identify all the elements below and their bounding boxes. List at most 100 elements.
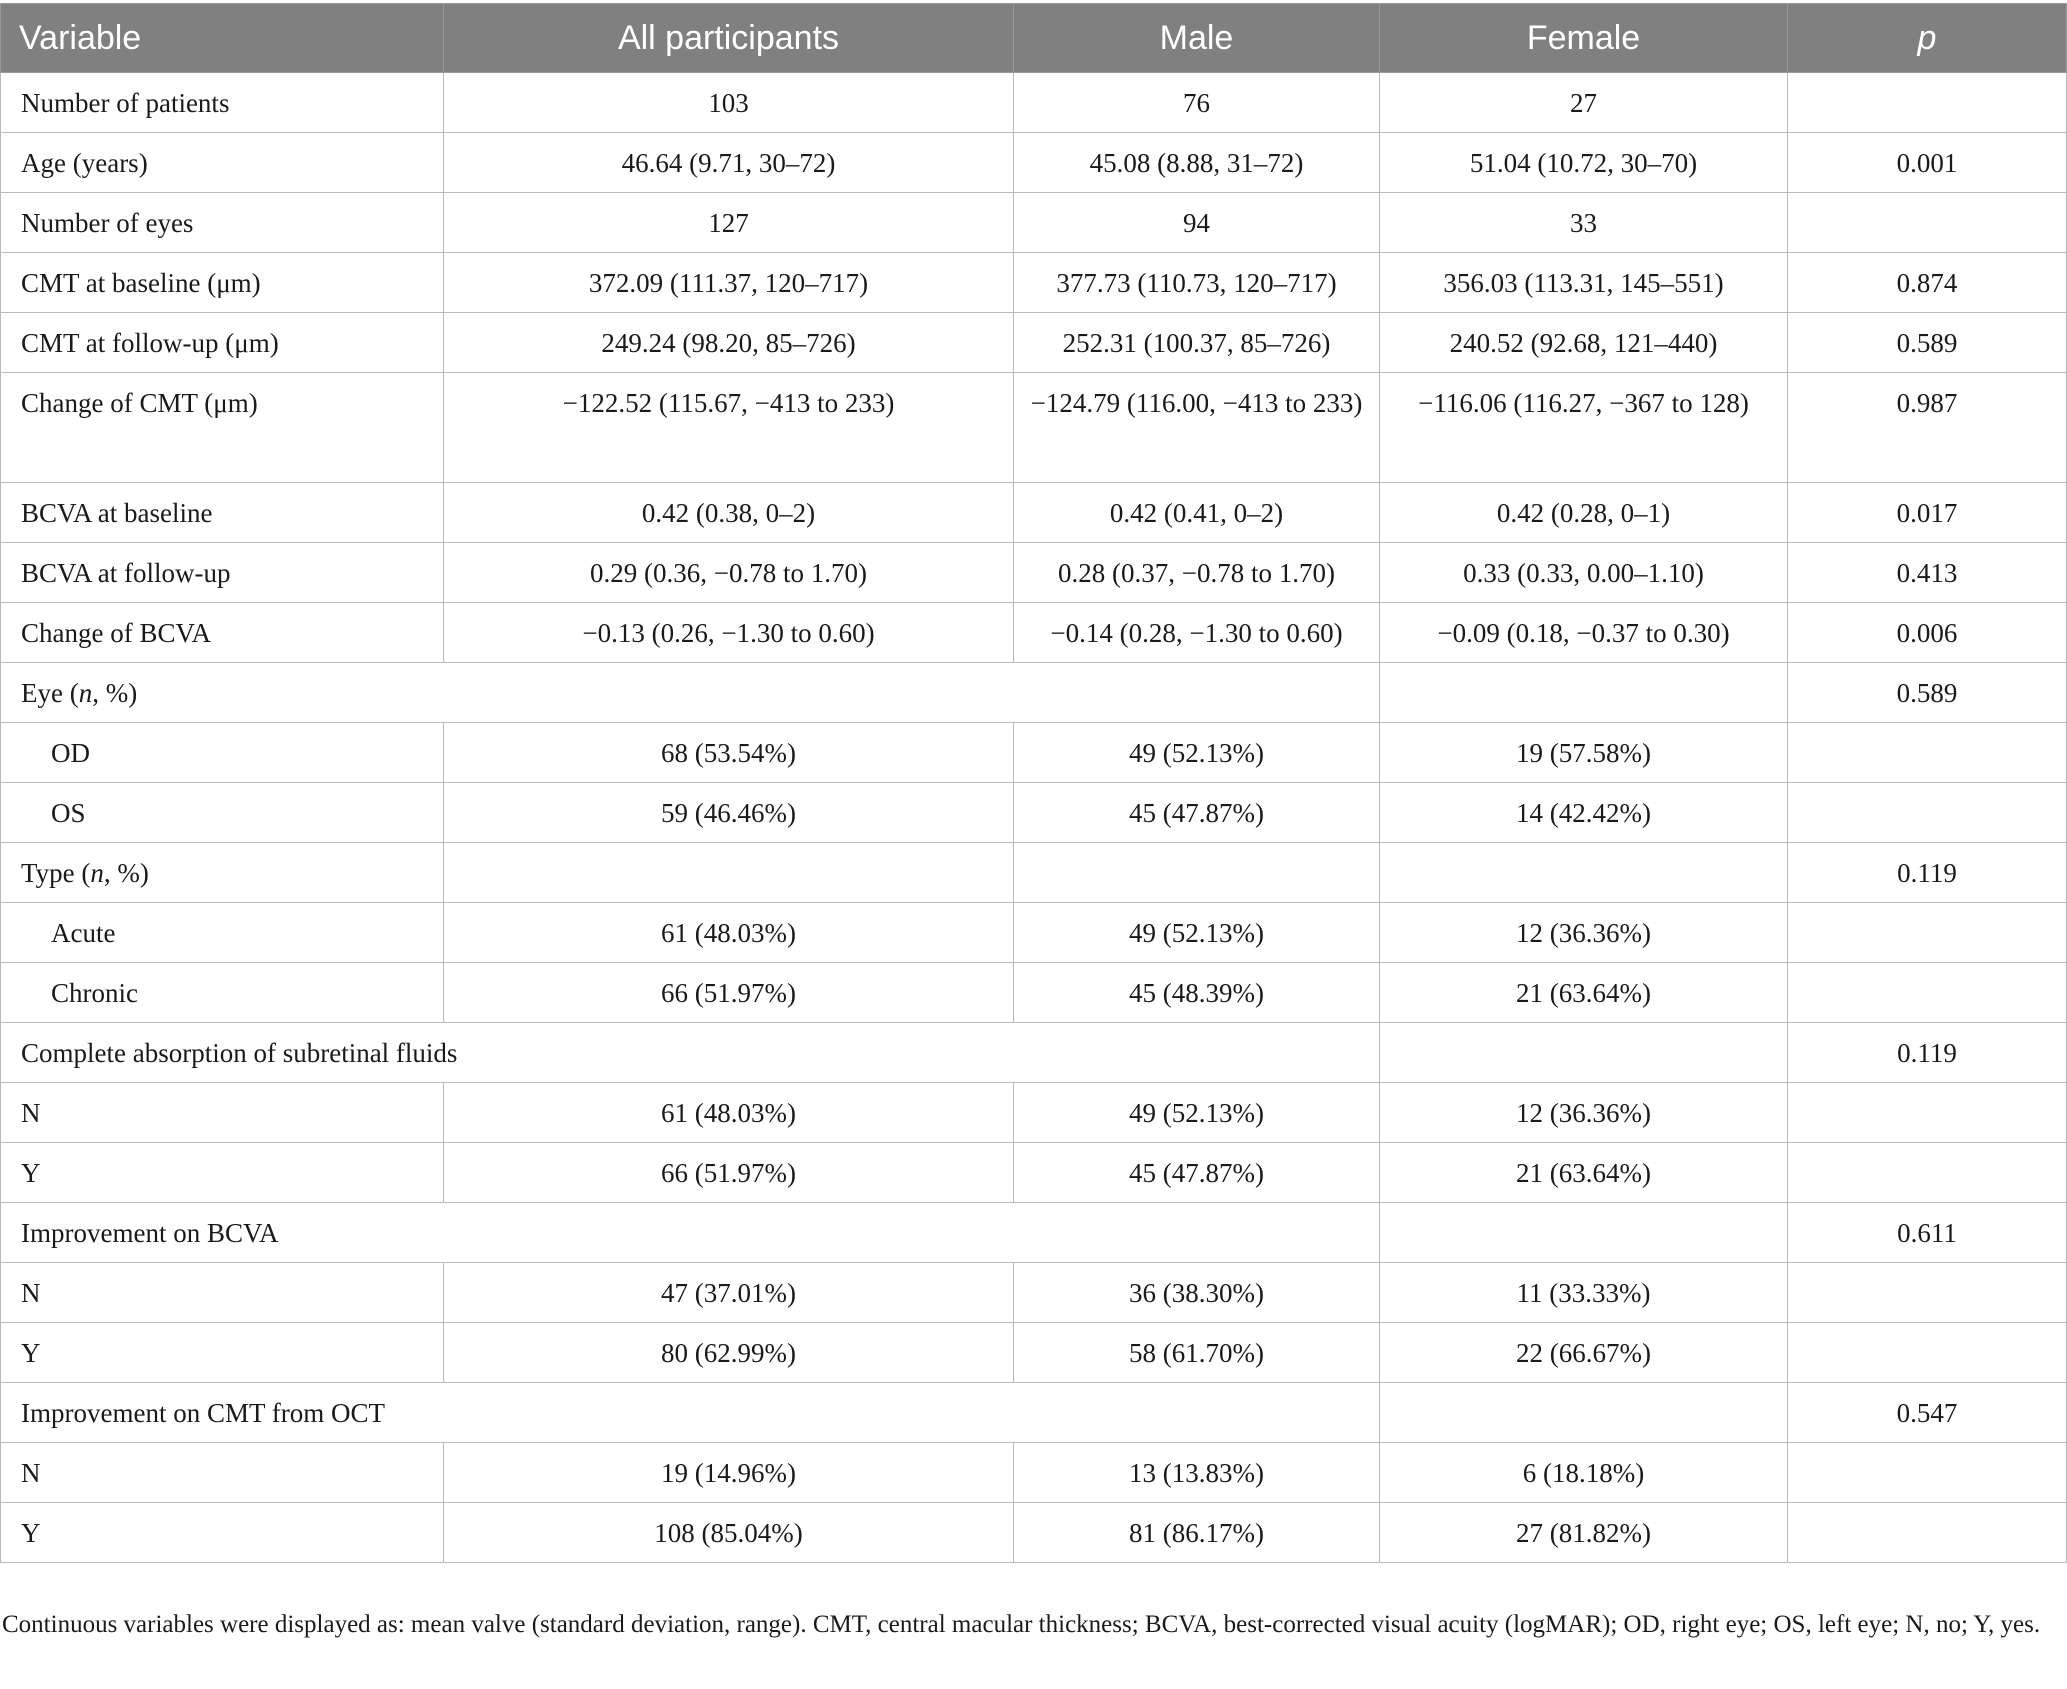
table-row: Change of BCVA −0.13 (0.26, −1.30 to 0.6… [0, 602, 2067, 663]
cell-all: 46.64 (9.71, 30–72) [443, 132, 1014, 193]
row-label: Y [0, 1322, 444, 1383]
cell-male: 36 (38.30%) [1013, 1262, 1380, 1323]
cell-female: 21 (63.64%) [1379, 962, 1788, 1023]
cell-female: 240.52 (92.68, 121–440) [1379, 312, 1788, 373]
row-label: OS [0, 782, 444, 843]
table-row: Number of patients 103 76 27 [0, 72, 2067, 133]
cell-male: 76 [1013, 72, 1380, 133]
table-row: N 47 (37.01%) 36 (38.30%) 11 (33.33%) [0, 1262, 2067, 1323]
group-label: Improvement on CMT from OCT [0, 1382, 1380, 1443]
row-label: BCVA at baseline [0, 482, 444, 543]
header-row: Variable All participants Male Female p [0, 3, 2067, 73]
cell-p: 0.547 [1787, 1382, 2067, 1443]
cell-female [1379, 662, 1788, 723]
cell-male: 49 (52.13%) [1013, 1082, 1380, 1143]
cell-all: 19 (14.96%) [443, 1442, 1014, 1503]
cell-male: 45 (47.87%) [1013, 782, 1380, 843]
cell-all: 249.24 (98.20, 85–726) [443, 312, 1014, 373]
table-row: OS 59 (46.46%) 45 (47.87%) 14 (42.42%) [0, 782, 2067, 843]
cell-female: 22 (66.67%) [1379, 1322, 1788, 1383]
table-row: Age (years) 46.64 (9.71, 30–72) 45.08 (8… [0, 132, 2067, 193]
cell-male: 45 (47.87%) [1013, 1142, 1380, 1203]
cell-male: 81 (86.17%) [1013, 1502, 1380, 1563]
group-label-text: Eye ( [21, 678, 79, 708]
row-label: Y [0, 1142, 444, 1203]
cell-all: 127 [443, 192, 1014, 253]
cell-male: 49 (52.13%) [1013, 902, 1380, 963]
group-row: Improvement on BCVA 0.611 [0, 1202, 2067, 1263]
table-row: Y 80 (62.99%) 58 (61.70%) 22 (66.67%) [0, 1322, 2067, 1383]
group-row: Type (n, %) 0.119 [0, 842, 2067, 903]
cell-all: −0.13 (0.26, −1.30 to 0.60) [443, 602, 1014, 663]
cell-female: 51.04 (10.72, 30–70) [1379, 132, 1788, 193]
cell-p: 0.611 [1787, 1202, 2067, 1263]
table-footnote: Continuous variables were displayed as: … [2, 1611, 2041, 1638]
cell-p: 0.413 [1787, 542, 2067, 603]
row-label: Number of eyes [0, 192, 444, 253]
row-label: N [0, 1262, 444, 1323]
table-row: Chronic 66 (51.97%) 45 (48.39%) 21 (63.6… [0, 962, 2067, 1023]
cell-female: 19 (57.58%) [1379, 722, 1788, 783]
header-p-value: p [1787, 3, 2067, 73]
table-row: OD 68 (53.54%) 49 (52.13%) 19 (57.58%) [0, 722, 2067, 783]
cell-p [1787, 1082, 2067, 1143]
header-female: Female [1379, 3, 1788, 73]
cell-female [1379, 1022, 1788, 1083]
group-label-text: Type ( [21, 858, 91, 888]
cell-female: −0.09 (0.18, −0.37 to 0.30) [1379, 602, 1788, 663]
cell-p [1787, 192, 2067, 253]
cell-p [1787, 782, 2067, 843]
group-row: Complete absorption of subretinal fluids… [0, 1022, 2067, 1083]
cell-all: 0.42 (0.38, 0–2) [443, 482, 1014, 543]
row-label: OD [0, 722, 444, 783]
row-label: Age (years) [0, 132, 444, 193]
row-label: CMT at follow-up (μm) [0, 312, 444, 373]
cell-p [1787, 962, 2067, 1023]
row-label: Chronic [0, 962, 444, 1023]
group-label-tail: , %) [92, 678, 138, 708]
cell-p [1787, 1142, 2067, 1203]
cell-all: 59 (46.46%) [443, 782, 1014, 843]
cell-all: 66 (51.97%) [443, 1142, 1014, 1203]
cell-male: 45 (48.39%) [1013, 962, 1380, 1023]
cell-female: 21 (63.64%) [1379, 1142, 1788, 1203]
cell-p: 0.874 [1787, 252, 2067, 313]
group-label: Improvement on BCVA [0, 1202, 1380, 1263]
cell-p [1787, 902, 2067, 963]
group-label: Type (n, %) [0, 842, 444, 903]
cell-female: 0.33 (0.33, 0.00–1.10) [1379, 542, 1788, 603]
header-all-participants: All participants [443, 3, 1014, 73]
cell-female: 356.03 (113.31, 145–551) [1379, 252, 1788, 313]
table-row: CMT at follow-up (μm) 249.24 (98.20, 85–… [0, 312, 2067, 373]
group-label-n: n [78, 678, 93, 708]
cell-female [1379, 842, 1788, 903]
cell-male [1013, 842, 1380, 903]
cell-p: 0.987 [1787, 372, 2067, 483]
cell-male: 45.08 (8.88, 31–72) [1013, 132, 1380, 193]
characteristics-table: Variable All participants Male Female p … [0, 3, 2067, 1563]
cell-all: 108 (85.04%) [443, 1502, 1014, 1563]
cell-all [443, 842, 1014, 903]
cell-male: 49 (52.13%) [1013, 722, 1380, 783]
cell-p [1787, 722, 2067, 783]
cell-female: 14 (42.42%) [1379, 782, 1788, 843]
group-row: Eye (n, %) 0.589 [0, 662, 2067, 723]
cell-p [1787, 1322, 2067, 1383]
row-label: CMT at baseline (μm) [0, 252, 444, 313]
cell-male: 0.42 (0.41, 0–2) [1013, 482, 1380, 543]
cell-p [1787, 1442, 2067, 1503]
cell-male: −0.14 (0.28, −1.30 to 0.60) [1013, 602, 1380, 663]
cell-female: 27 (81.82%) [1379, 1502, 1788, 1563]
cell-male: 13 (13.83%) [1013, 1442, 1380, 1503]
row-label: N [0, 1442, 444, 1503]
table-row: N 61 (48.03%) 49 (52.13%) 12 (36.36%) [0, 1082, 2067, 1143]
cell-male: 377.73 (110.73, 120–717) [1013, 252, 1380, 313]
cell-p: 0.001 [1787, 132, 2067, 193]
cell-p [1787, 1262, 2067, 1323]
cell-p: 0.006 [1787, 602, 2067, 663]
table-row: N 19 (14.96%) 13 (13.83%) 6 (18.18%) [0, 1442, 2067, 1503]
cell-female [1379, 1382, 1788, 1443]
cell-female: 27 [1379, 72, 1788, 133]
table-row: CMT at baseline (μm) 372.09 (111.37, 120… [0, 252, 2067, 313]
cell-female: 12 (36.36%) [1379, 902, 1788, 963]
